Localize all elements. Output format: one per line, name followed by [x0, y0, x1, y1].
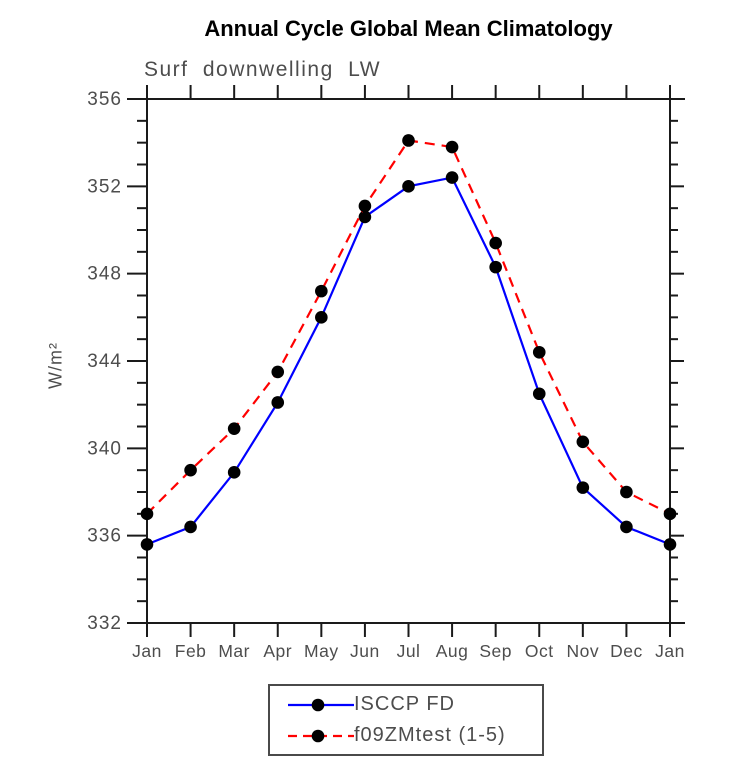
chart-subtitle: Surf downwelling LW [144, 58, 382, 81]
series-line-0 [146, 176, 671, 546]
data-point-marker [402, 134, 415, 147]
legend-entry-f09zmtest: f09ZMtest (1-5) [288, 720, 542, 751]
data-point-marker [402, 180, 415, 193]
data-point-marker [358, 210, 372, 224]
legend-entry-isccp: ISCCP FD [288, 689, 542, 720]
x-tick-label: Mar [218, 641, 250, 661]
data-point-marker [620, 485, 633, 499]
x-tick-label: Aug [436, 641, 469, 661]
legend-label: f09ZMtest (1-5) [354, 724, 506, 746]
data-point-marker [620, 520, 633, 534]
chart-title: Annual Cycle Global Mean Climatology [204, 16, 613, 41]
x-tick-label: Jan [655, 641, 685, 661]
data-point-marker [140, 507, 154, 521]
x-tick-label: Feb [175, 641, 207, 661]
data-point-marker [489, 260, 502, 274]
data-point-marker [184, 463, 197, 477]
data-point-marker [663, 538, 677, 551]
data-point-marker [271, 365, 285, 379]
x-tick-label: Jan [132, 641, 162, 661]
legend-sample-svg [288, 698, 354, 711]
data-point-marker [445, 140, 459, 154]
x-tick-label: Oct [525, 641, 554, 661]
legend-sample-marker [311, 729, 325, 742]
data-point-marker [576, 435, 590, 449]
legend-sample-svg [288, 729, 354, 742]
data-point-marker [271, 396, 285, 409]
x-tick-label: Jun [350, 641, 380, 661]
data-point-marker [663, 507, 677, 521]
data-point-marker [315, 311, 328, 324]
y-tick-label: 336 [87, 526, 122, 547]
data-point-marker [532, 387, 546, 401]
data-point-marker [184, 520, 197, 534]
data-point-marker [140, 538, 154, 551]
legend-line-sample-solid-blue [288, 696, 354, 714]
x-tick-label: Sep [479, 641, 512, 661]
data-point-marker [227, 466, 241, 479]
x-tick-label: Nov [567, 641, 600, 661]
x-tick-label: Dec [610, 641, 643, 661]
data-point-marker [445, 171, 459, 184]
legend-sample-marker [311, 698, 325, 711]
legend-line-sample-dashed-red [288, 727, 354, 745]
legend-box: ISCCP FD f09ZMtest (1-5) [268, 684, 544, 756]
data-point-marker [358, 199, 372, 213]
y-tick-label: 340 [87, 438, 122, 459]
y-tick-label: 348 [87, 264, 122, 285]
y-tick-label: 356 [87, 89, 122, 110]
y-tick-label: 352 [87, 176, 122, 197]
legend-label: ISCCP FD [354, 693, 455, 715]
series-line-1 [146, 139, 671, 515]
y-tick-label: 344 [87, 351, 122, 372]
data-point-marker [532, 345, 546, 359]
data-point-marker [227, 422, 241, 435]
x-tick-label: May [304, 641, 339, 661]
x-tick-label: Apr [263, 641, 292, 661]
y-tick-label: 332 [87, 613, 122, 634]
data-point-marker [576, 481, 590, 494]
data-point-marker [315, 284, 328, 298]
x-tick-label: Jul [397, 641, 421, 661]
data-point-marker [489, 236, 502, 250]
